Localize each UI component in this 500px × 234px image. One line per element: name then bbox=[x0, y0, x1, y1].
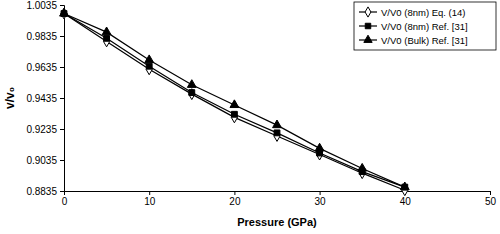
legend: V/V0 (8nm) Eq. (14) V/V0 (8nm) Ref. [31] V… bbox=[354, 2, 496, 50]
y-tick-label: 0.9035 bbox=[26, 155, 57, 166]
y-tick-mark bbox=[60, 191, 64, 192]
x-tick: 0 bbox=[62, 191, 68, 207]
legend-label: V/V0 (Bulk) Ref. [31] bbox=[381, 35, 468, 46]
x-tick-label: 20 bbox=[229, 196, 241, 207]
y-tick-mark bbox=[60, 67, 64, 68]
series-marker bbox=[145, 55, 154, 63]
series-marker bbox=[231, 111, 237, 117]
legend-entry: V/V0 (8nm) Ref. [31] bbox=[359, 21, 468, 32]
series-marker bbox=[60, 8, 69, 16]
y-tick-mark bbox=[60, 36, 64, 37]
y-tick-label: 1.0035 bbox=[26, 0, 57, 11]
x-axis: 0 10 20 30 40 50 bbox=[62, 191, 497, 207]
y-tick: 0.9235 bbox=[26, 124, 64, 135]
x-axis-title: Pressure (GPa) bbox=[237, 216, 317, 228]
x-tick-label: 0 bbox=[62, 196, 68, 207]
y-tick: 0.9835 bbox=[26, 31, 64, 42]
plot: 0 10 20 30 40 50 0.8835 0.9035 0.9235 0.9435 0.963… bbox=[26, 0, 496, 207]
series-marker bbox=[146, 64, 152, 75]
x-tick: 30 bbox=[315, 191, 327, 207]
legend-marker bbox=[365, 23, 370, 28]
series-marker bbox=[189, 90, 195, 96]
x-tick-label: 30 bbox=[315, 196, 327, 207]
x-tick-label: 40 bbox=[400, 196, 412, 207]
x-tick-label: 50 bbox=[485, 196, 497, 207]
y-axis-line bbox=[60, 6, 65, 192]
series-marker bbox=[102, 27, 111, 35]
series-marker bbox=[273, 120, 282, 128]
legend-marker bbox=[365, 7, 371, 17]
y-tick-label: 0.9435 bbox=[26, 93, 57, 104]
x-tick: 20 bbox=[229, 191, 241, 207]
y-tick-mark bbox=[60, 129, 64, 130]
y-tick: 0.9435 bbox=[26, 93, 64, 104]
legend-marker bbox=[364, 35, 372, 42]
x-tick: 50 bbox=[485, 191, 497, 207]
series-marker bbox=[358, 163, 367, 171]
series-marker bbox=[146, 63, 152, 69]
y-tick-mark bbox=[60, 5, 64, 6]
series-marker bbox=[274, 131, 280, 142]
y-axis: 0.8835 0.9035 0.9235 0.9435 0.9635 0.9835 1.00… bbox=[26, 0, 64, 197]
y-axis-title: v/v₀ bbox=[3, 87, 17, 109]
y-tick-label: 0.9235 bbox=[26, 124, 57, 135]
x-tick-label: 10 bbox=[144, 196, 156, 207]
legend-box bbox=[354, 2, 496, 50]
y-tick-label: 0.8835 bbox=[26, 186, 57, 197]
series-marker bbox=[103, 36, 109, 47]
y-tick-label: 0.9835 bbox=[26, 31, 57, 42]
x-tick: 10 bbox=[144, 191, 156, 207]
x-tick-mark bbox=[234, 191, 235, 195]
legend-entry: V/V0 (Bulk) Ref. [31] bbox=[359, 35, 468, 46]
series-marker bbox=[315, 143, 324, 151]
x-tick-mark bbox=[149, 191, 150, 195]
x-tick-mark bbox=[490, 191, 491, 195]
series-marker bbox=[230, 100, 239, 108]
legend-label: V/V0 (8nm) Eq. (14) bbox=[381, 7, 465, 18]
y-tick: 1.0035 bbox=[26, 0, 64, 11]
y-tick: 0.9035 bbox=[26, 155, 64, 166]
series-marker bbox=[189, 89, 195, 100]
y-tick-mark bbox=[60, 160, 64, 161]
legend-entry: V/V0 (8nm) Eq. (14) bbox=[359, 7, 465, 18]
y-tick: 0.8835 bbox=[26, 186, 64, 197]
legend-label: V/V0 (8nm) Ref. [31] bbox=[381, 21, 468, 32]
series-marker bbox=[231, 112, 237, 123]
series-marker bbox=[274, 130, 280, 136]
y-tick-mark bbox=[60, 98, 64, 99]
y-tick-label: 0.9635 bbox=[26, 62, 57, 73]
series-marker bbox=[104, 35, 110, 41]
y-tick: 0.9635 bbox=[26, 62, 64, 73]
x-tick-mark bbox=[320, 191, 321, 195]
x-axis-line bbox=[65, 192, 491, 196]
series-marker bbox=[187, 80, 196, 88]
chart: 0 10 20 30 40 50 0.8835 0.9035 0.9235 0.9435 0.963… bbox=[0, 0, 500, 234]
series-marker bbox=[400, 182, 409, 190]
